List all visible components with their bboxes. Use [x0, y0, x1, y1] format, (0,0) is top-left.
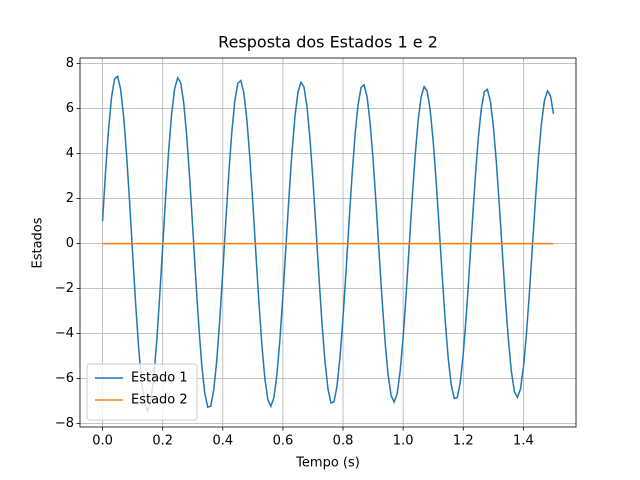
x-axis-label: Tempo (s)	[295, 456, 360, 471]
y-tick-label: −6	[55, 371, 74, 386]
x-tick-label: 1.2	[453, 434, 474, 449]
x-tick-label: 0.0	[92, 434, 113, 449]
y-tick-label: 0	[66, 236, 74, 251]
legend-label: Estado 1	[131, 371, 188, 386]
y-axis-label: Estados	[31, 217, 46, 268]
y-tick-label: 2	[66, 191, 74, 206]
x-tick-label: 0.4	[212, 434, 233, 449]
y-tick-label: 4	[66, 146, 74, 161]
series-line	[101, 74, 555, 413]
legend: Estado 1 Estado 2	[86, 363, 198, 421]
x-tick-label: 1.4	[513, 434, 534, 449]
x-tick-label: 0.6	[273, 434, 294, 449]
x-tick-label: 0.2	[152, 434, 173, 449]
y-tick-label: 8	[66, 56, 74, 71]
x-tick-label: 0.8	[333, 434, 354, 449]
y-tick-label: 6	[66, 101, 74, 116]
axes-frame	[79, 57, 577, 428]
x-tick-label: 1.0	[393, 434, 414, 449]
y-tick-label: −4	[55, 326, 74, 341]
y-tick-label: −2	[55, 281, 74, 296]
legend-label: Estado 2	[131, 393, 188, 408]
y-tick-label: −8	[55, 416, 74, 431]
chart-title: Resposta dos Estados 1 e 2	[218, 33, 438, 52]
